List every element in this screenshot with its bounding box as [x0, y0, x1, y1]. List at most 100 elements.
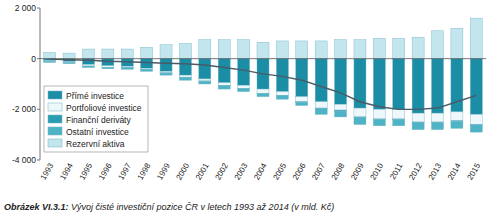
bar: [315, 59, 327, 102]
legend-label: Portfoliové investice: [66, 103, 142, 113]
bar: [354, 59, 366, 108]
x-tick-label: 1994: [58, 161, 75, 181]
x-tick-label: 2010: [368, 161, 385, 181]
bar: [160, 45, 172, 59]
bar: [160, 59, 172, 72]
bar: [179, 59, 191, 75]
bar: [335, 111, 347, 117]
bar: [63, 53, 75, 59]
bar: [412, 123, 424, 130]
bar: [451, 112, 463, 121]
bar: [354, 40, 366, 59]
bar: [373, 59, 385, 110]
bar: [470, 18, 482, 59]
bar: [257, 94, 269, 97]
y-tick-label: -4 000: [12, 155, 36, 165]
y-tick: [37, 160, 40, 161]
bar: [335, 40, 347, 59]
bar: [335, 59, 347, 105]
bar: [393, 38, 405, 58]
bar: [470, 59, 482, 115]
legend-swatch: [48, 115, 62, 123]
bar: [141, 70, 153, 72]
x-tick-label: 2012: [407, 161, 424, 181]
chart: -4 000-2 00002 0001993199419951996199719…: [0, 0, 491, 221]
bar: [393, 119, 405, 125]
y-tick-label: 0: [31, 54, 36, 64]
x-tick-label: 2015: [465, 161, 482, 181]
x-tick-label: 1997: [116, 161, 133, 181]
legend-label: Ostatní investice: [66, 127, 129, 137]
legend-box: [44, 86, 148, 152]
x-tick-label: 2004: [252, 161, 269, 181]
bar: [102, 59, 114, 66]
bar: [82, 64, 94, 66]
bar: [276, 96, 288, 99]
x-tick-label: 2003: [233, 161, 250, 181]
x-tick-label: 2000: [175, 161, 192, 181]
x-tick-label: 2009: [349, 161, 366, 181]
bar: [218, 83, 230, 86]
bar: [296, 97, 308, 102]
bar: [82, 66, 94, 68]
legend-swatch: [48, 103, 62, 111]
bar: [470, 125, 482, 132]
bar: [432, 59, 444, 113]
bar: [121, 66, 133, 67]
bar: [218, 86, 230, 89]
bar: [373, 38, 385, 58]
bar: [141, 47, 153, 58]
y-tick-label: -2 000: [12, 104, 36, 114]
bar: [335, 104, 347, 110]
bar: [412, 113, 424, 122]
bar: [451, 28, 463, 58]
bar: [44, 61, 56, 62]
bar: [315, 109, 327, 115]
y-tick: [37, 109, 40, 110]
bar: [199, 79, 211, 81]
x-tick-label: 2001: [194, 161, 211, 181]
x-tick-label: 2011: [388, 161, 405, 181]
bar: [44, 52, 56, 58]
x-tick-label: 2002: [213, 161, 230, 181]
bar: [102, 66, 114, 68]
bar: [82, 49, 94, 59]
bar: [238, 89, 250, 92]
y-tick-label: 2 000: [15, 3, 37, 13]
y-tick: [37, 8, 40, 9]
x-tick-label: 1995: [78, 161, 95, 181]
bar: [199, 59, 211, 79]
y-axis: [40, 8, 41, 160]
bar: [276, 59, 288, 92]
legend-swatch: [48, 127, 62, 135]
bar: [393, 59, 405, 110]
bar: [432, 113, 444, 122]
bar: [63, 61, 75, 63]
bar: [141, 59, 153, 69]
bar: [199, 40, 211, 59]
bar: [179, 43, 191, 58]
bar: [160, 71, 172, 73]
bar: [354, 108, 366, 117]
bar: [315, 102, 327, 108]
bar: [432, 31, 444, 59]
caption: Obrázek VI.3.1: Vývoj čisté investiční p…: [4, 202, 334, 212]
bar: [451, 121, 463, 128]
bar: [354, 118, 366, 125]
plot-area: [44, 18, 483, 132]
legend-label: Finanční deriváty: [66, 115, 131, 125]
x-tick-label: 2006: [291, 161, 308, 181]
bar: [179, 77, 191, 80]
bar: [102, 67, 114, 69]
bar: [238, 40, 250, 59]
bar: [238, 59, 250, 86]
bar: [218, 59, 230, 83]
bar: [102, 49, 114, 59]
bar: [160, 73, 172, 75]
bar: [121, 49, 133, 59]
bar: [393, 109, 405, 119]
bar: [199, 81, 211, 84]
bar: [373, 119, 385, 125]
x-tick-label: 2014: [446, 161, 463, 181]
bar: [179, 75, 191, 77]
